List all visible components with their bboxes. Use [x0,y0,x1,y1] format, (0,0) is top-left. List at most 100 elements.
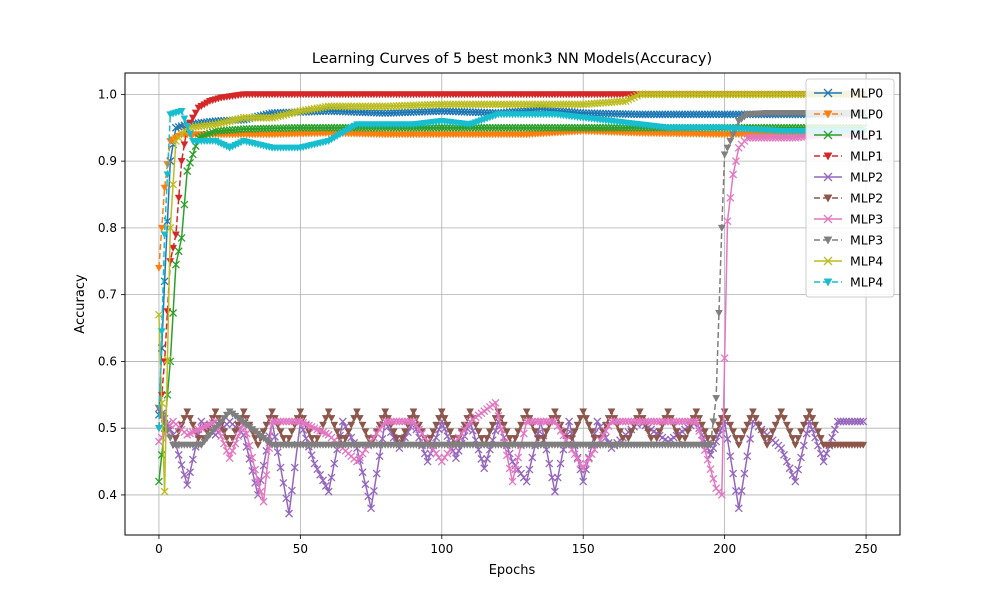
series-point-marker [590,435,599,443]
series-point-marker [180,415,189,423]
series-point-marker [556,100,565,109]
series-point-marker [751,90,760,99]
series-point-marker [661,110,670,119]
series-point-marker [726,110,735,119]
series-point-marker [562,123,571,132]
series-point-marker [584,123,593,132]
series-point-marker [700,110,709,119]
series-point-marker [525,417,534,426]
series-point-marker [200,438,209,446]
series-point-marker [313,435,322,443]
series-point-marker [154,310,163,319]
series-point-marker [570,450,579,459]
legend: MLP0 MLP0 MLP1 MLP1 MLP2 MLP2 MLP3 MLP3 MLP4 MLP4 [805,78,895,298]
series-point-marker [768,133,777,142]
series-point-marker [599,431,607,440]
series-point-marker [748,133,757,142]
series-point-marker [279,478,288,487]
series-point-marker [737,90,746,99]
series-point-marker [731,157,740,166]
series-point-marker [661,417,670,426]
series-point-marker [734,90,743,99]
series-9 [155,108,868,433]
series-point-marker [771,90,780,99]
series-point-marker [816,435,825,443]
series-point-marker [262,470,271,479]
series-point-marker [358,102,367,111]
series-point-marker [658,417,667,426]
series-point-marker [463,100,472,109]
series-point-marker [502,100,511,109]
series-point-marker [485,123,494,132]
legend-label: MLP1 [850,128,883,143]
series-point-marker [743,90,752,99]
series-point-marker [372,429,381,438]
series-point-marker [494,411,503,420]
series-point-marker [497,425,506,434]
series-point-marker [814,441,822,450]
series-point-marker [500,100,508,109]
x-axis-label: Epochs [489,563,536,578]
series-point-marker [477,454,486,463]
series-point-marker [259,497,268,506]
series-point-marker [347,421,356,429]
series-point-marker [330,102,339,111]
series-point-marker [157,433,166,442]
series-point-marker [485,428,494,436]
series-point-marker [754,421,763,429]
series-point-marker [666,90,675,99]
series-point-marker [765,133,774,142]
y-axis-label: Accuracy [73,274,88,334]
legend-label: MLP0 [850,86,883,101]
series-point-marker [477,100,486,109]
series-point-marker [754,90,763,99]
series-point-marker [361,428,370,436]
series-point-marker [327,473,336,482]
series-point-marker [573,454,582,463]
series-point-marker [703,90,712,99]
series-point-marker [536,417,545,426]
series-point-marker [533,100,542,109]
series-point-marker [485,100,494,109]
series-point-marker [616,417,624,426]
series-point-marker [324,408,333,416]
series-point-marker [381,417,390,426]
series-point-marker [508,477,517,486]
series-point-marker [644,90,653,99]
series-point-marker [183,123,192,131]
series-point-marker [647,110,656,119]
series-point-marker [632,417,641,426]
series-point-marker [664,110,673,119]
series-point-marker [607,417,616,426]
series-point-marker [497,100,506,109]
legend-label: MLP0 [850,107,883,122]
series-point-marker [440,123,449,132]
series-point-marker [321,482,330,490]
series-point-marker [333,428,342,436]
series-point-marker [259,428,268,436]
legend-swatch-marker [823,236,833,245]
series-point-marker [231,439,240,448]
series-point-marker [186,158,195,167]
series-point-marker [553,100,562,109]
legend-swatch-marker [823,110,833,119]
x-tick-label: 50 [293,542,308,556]
series-point-marker [709,90,718,99]
series-point-marker [401,428,409,436]
series-point-marker [211,425,220,433]
series-point-marker [726,421,735,429]
series-point-marker [734,504,743,513]
series-point-marker [692,417,701,426]
series-point-marker [774,133,783,142]
series-point-marker [856,417,865,426]
series-point-marker [254,441,262,449]
series-point-marker [440,453,449,462]
series-point-marker [740,90,749,99]
series-point-marker [632,110,641,119]
series-point-marker [321,415,330,423]
series-point-marker [754,133,763,142]
series-point-marker [726,193,735,202]
series-point-marker [392,417,401,426]
series-point-marker [610,417,619,426]
series-point-marker [715,309,723,318]
